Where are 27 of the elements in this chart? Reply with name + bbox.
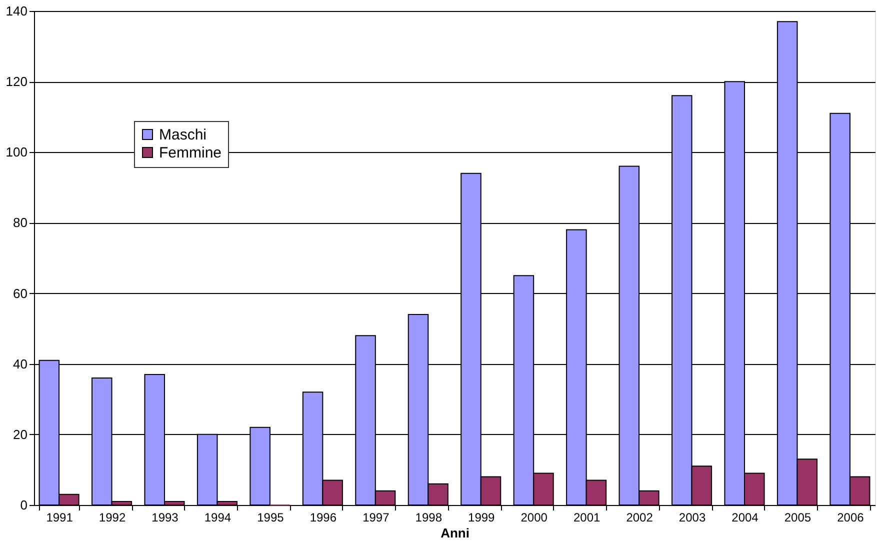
x-tick-label: 2005: [784, 510, 812, 524]
y-tick-label: 120: [6, 74, 28, 90]
x-tick-label: 2000: [520, 510, 548, 524]
x-tick-label: 1993: [152, 510, 179, 524]
y-tick-label: 20: [13, 426, 28, 442]
x-tick-label: 1997: [362, 510, 390, 524]
x-axis-title: Anni: [440, 526, 470, 540]
x-tick-label: 1992: [98, 510, 126, 524]
y-tick-label: 100: [6, 144, 28, 160]
x-tick-label: 1991: [46, 510, 74, 524]
x-tick-label: 1999: [468, 510, 496, 524]
y-tick-label: 80: [13, 215, 28, 230]
x-tick-label: 1998: [415, 510, 442, 524]
x-tick-label: 1994: [204, 510, 232, 524]
x-tick-label: 2006: [837, 510, 864, 524]
x-tick-label: 2004: [732, 510, 759, 524]
y-tick-label: 0: [20, 498, 28, 512]
x-tick-label: 1996: [310, 510, 337, 524]
x-tick-label: 2003: [678, 510, 706, 524]
legend-label: Femmine: [159, 144, 222, 162]
y-tick-label: 40: [13, 356, 28, 372]
x-tick-label: 2002: [626, 510, 654, 524]
legend-label: Maschi: [159, 126, 207, 144]
x-tick-label: 2001: [573, 510, 600, 524]
x-tick-label: 1995: [257, 510, 284, 524]
y-tick-label: 60: [13, 286, 28, 301]
y-tick-label: 140: [6, 4, 28, 18]
